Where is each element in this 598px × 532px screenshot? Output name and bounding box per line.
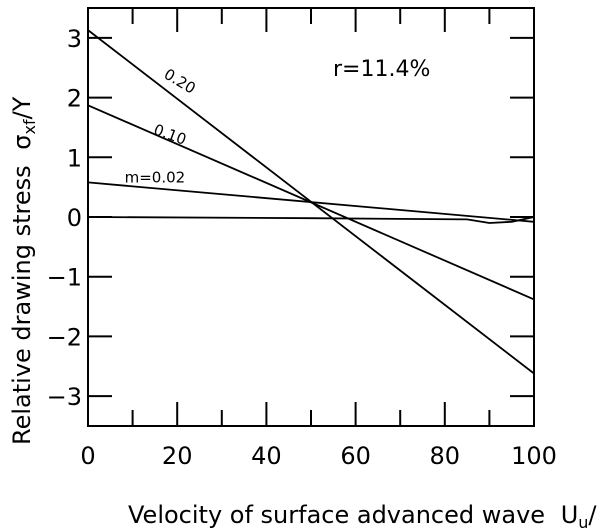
series-lines (87, 29, 535, 375)
x-axis-label-sub1: u (578, 513, 588, 532)
x-tick-label: 40 (251, 442, 282, 470)
y-tick-label: 2 (67, 85, 82, 113)
x-axis-label-text: Velocity of surface advanced wave (128, 501, 545, 529)
y-tick-label: −3 (47, 383, 82, 411)
y-axis-label: Relative drawing stress σxf/Y (8, 96, 39, 445)
y-tick-label: 3 (67, 25, 82, 53)
x-tick-label: 80 (430, 442, 461, 470)
y-tick-label: −1 (47, 264, 82, 292)
series-label-0: 0.20 (161, 65, 199, 98)
annotation-r: r=11.4% (333, 57, 430, 82)
tick-labels: 0 20 40 60 80 100 −3 −2 −1 0 1 2 3 (47, 25, 557, 470)
y-axis-label-text: Relative drawing stress (8, 165, 36, 445)
x-axis-label: Velocity of surface advanced wave Uu/Uf (128, 501, 598, 532)
x-tick-label: 0 (80, 442, 95, 470)
x-axis-label-symbol: U (561, 501, 579, 529)
y-axis-label-tail: /Y (8, 96, 36, 119)
x-axis-label-sep: /U (588, 501, 598, 529)
y-tick-label: −2 (47, 323, 82, 351)
y-tick-label: 1 (67, 144, 82, 172)
series-label-2: m=0.02 (125, 168, 186, 186)
series-line-2 (87, 181, 535, 223)
y-axis-label-sub: xf (20, 119, 39, 134)
x-tick-label: 20 (162, 442, 193, 470)
axis-ticks (87, 8, 535, 426)
series-label-1: 0.10 (151, 121, 189, 149)
x-tick-label: 60 (340, 442, 371, 470)
y-tick-label: 0 (67, 204, 82, 232)
y-axis-label-symbol: σ (8, 135, 36, 150)
x-tick-label: 100 (511, 442, 557, 470)
series-line-3 (87, 216, 535, 224)
